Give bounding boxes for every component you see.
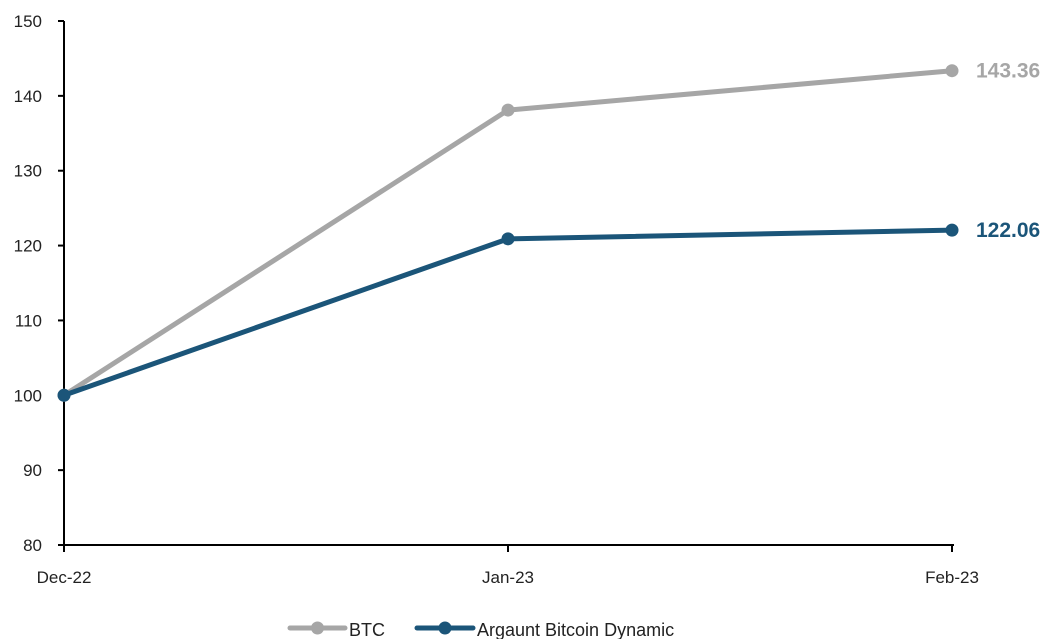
- y-tick-label: 80: [23, 536, 42, 555]
- x-tick-label: Dec-22: [37, 568, 92, 587]
- y-tick-label: 90: [23, 461, 42, 480]
- legend-swatch-marker: [438, 621, 452, 635]
- legend-swatch-marker: [311, 621, 324, 635]
- legend: BTC Argaunt Bitcoin Dynamic: [287, 620, 674, 639]
- y-tick-label: 120: [14, 237, 42, 256]
- legend-label: BTC: [349, 620, 385, 639]
- data-point: [501, 232, 515, 246]
- end-data-label: 143.36: [976, 60, 1040, 83]
- y-tick-label: 140: [14, 87, 42, 106]
- y-tick-label: 150: [14, 12, 42, 31]
- x-axis-ticks: Dec-22 Jan-23 Feb-23: [37, 545, 979, 587]
- series-argaunt-bitcoin-dynamic: 122.06: [57, 219, 1040, 402]
- data-point: [945, 223, 959, 237]
- series-line: [61, 227, 955, 398]
- y-tick-label: 110: [15, 311, 42, 330]
- y-axis-ticks: 80 90 100 110 120 130 140 150: [14, 12, 64, 555]
- data-point: [945, 64, 959, 78]
- y-tick-label: 100: [14, 386, 42, 405]
- legend-item: BTC: [287, 620, 385, 639]
- end-data-label: 122.06: [976, 219, 1040, 242]
- series-layer: 143.36 122.06: [57, 60, 1040, 402]
- y-tick-label: 130: [14, 162, 42, 181]
- x-tick-label: Jan-23: [482, 568, 534, 587]
- data-point: [57, 388, 71, 402]
- series-btc: 143.36: [57, 60, 1040, 402]
- data-point: [501, 103, 515, 117]
- x-tick-label: Feb-23: [925, 568, 979, 587]
- legend-label: Argaunt Bitcoin Dynamic: [477, 620, 674, 639]
- legend-item: Argaunt Bitcoin Dynamic: [414, 620, 674, 639]
